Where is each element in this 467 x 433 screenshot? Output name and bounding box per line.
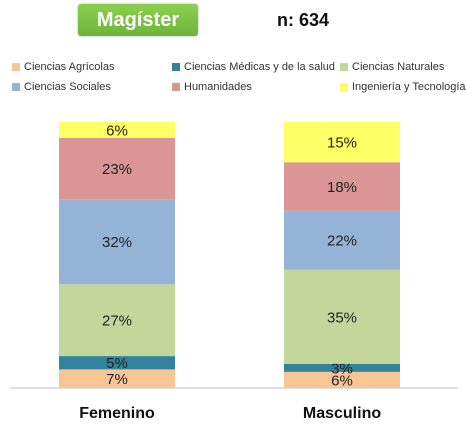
- data-label-femenino-3: 32%: [102, 234, 132, 251]
- legend-item-ingenieria-tecnologia: Ingeniería y Tecnología: [340, 81, 466, 93]
- data-label-femenino-4: 23%: [102, 161, 132, 178]
- legend-swatch: [12, 63, 20, 71]
- bar-segment-femenino-5: [59, 122, 175, 138]
- legend-item-ciencias-medicas: Ciencias Médicas y de la salud: [172, 61, 335, 73]
- legend-label: Humanidades: [184, 81, 252, 93]
- data-label-femenino-1: 5%: [106, 355, 128, 372]
- bar-segment-femenino-0: [59, 369, 175, 388]
- legend-label: Ciencias Agrícolas: [24, 61, 115, 73]
- category-label-masculino: Masculino: [303, 405, 381, 422]
- bar-segment-masculino-3: [284, 210, 400, 270]
- bar-segment-femenino-1: [59, 356, 175, 370]
- legend-label: Ciencias Sociales: [24, 81, 111, 93]
- legend-swatch: [340, 63, 348, 71]
- bar-segment-masculino-4: [284, 162, 400, 211]
- data-label-masculino-1: 3%: [331, 360, 353, 377]
- legend-item-ciencias-agricolas: Ciencias Agrícolas: [12, 61, 115, 73]
- legend-label: Ciencias Médicas y de la salud: [184, 61, 336, 73]
- legend-item-ciencias-naturales: Ciencias Naturales: [340, 61, 444, 73]
- data-label-masculino-5: 15%: [327, 135, 357, 152]
- bar-segment-femenino-2: [59, 284, 175, 357]
- legend-item-ciencias-sociales: Ciencias Sociales: [12, 81, 111, 93]
- legend-label: Ingeniería y Tecnología: [352, 81, 466, 93]
- bar-segment-femenino-4: [59, 137, 175, 200]
- legend-swatch: [12, 83, 20, 91]
- data-label-masculino-4: 18%: [327, 179, 357, 196]
- bar-segment-femenino-3: [59, 199, 175, 285]
- data-label-masculino-0: 6%: [331, 372, 353, 389]
- chart-title-badge: Magíster: [78, 4, 198, 36]
- sample-size-label: n: 634: [277, 10, 330, 30]
- data-label-femenino-5: 6%: [106, 122, 128, 139]
- legend-item-humanidades: Humanidades: [172, 81, 252, 93]
- legend: Ciencias Agrícolas Ciencias Médicas y de…: [0, 0, 467, 110]
- legend-swatch: [340, 83, 348, 91]
- bar-segment-masculino-1: [284, 363, 400, 372]
- legend-swatch: [172, 83, 180, 91]
- category-label-femenino: Femenino: [79, 405, 155, 422]
- legend-label: Ciencias Naturales: [352, 61, 445, 73]
- bar-groups: 7%5%27%32%23%6%6%3%35%22%18%15%: [59, 122, 400, 389]
- legend-swatch: [172, 63, 180, 71]
- data-label-masculino-2: 35%: [327, 309, 357, 326]
- data-label-femenino-2: 27%: [102, 313, 132, 330]
- data-label-masculino-3: 22%: [327, 233, 357, 250]
- bar-segment-masculino-2: [284, 269, 400, 364]
- bar-segment-masculino-0: [284, 371, 400, 388]
- bar-segment-masculino-5: [284, 122, 400, 163]
- data-label-femenino-0: 7%: [106, 371, 128, 388]
